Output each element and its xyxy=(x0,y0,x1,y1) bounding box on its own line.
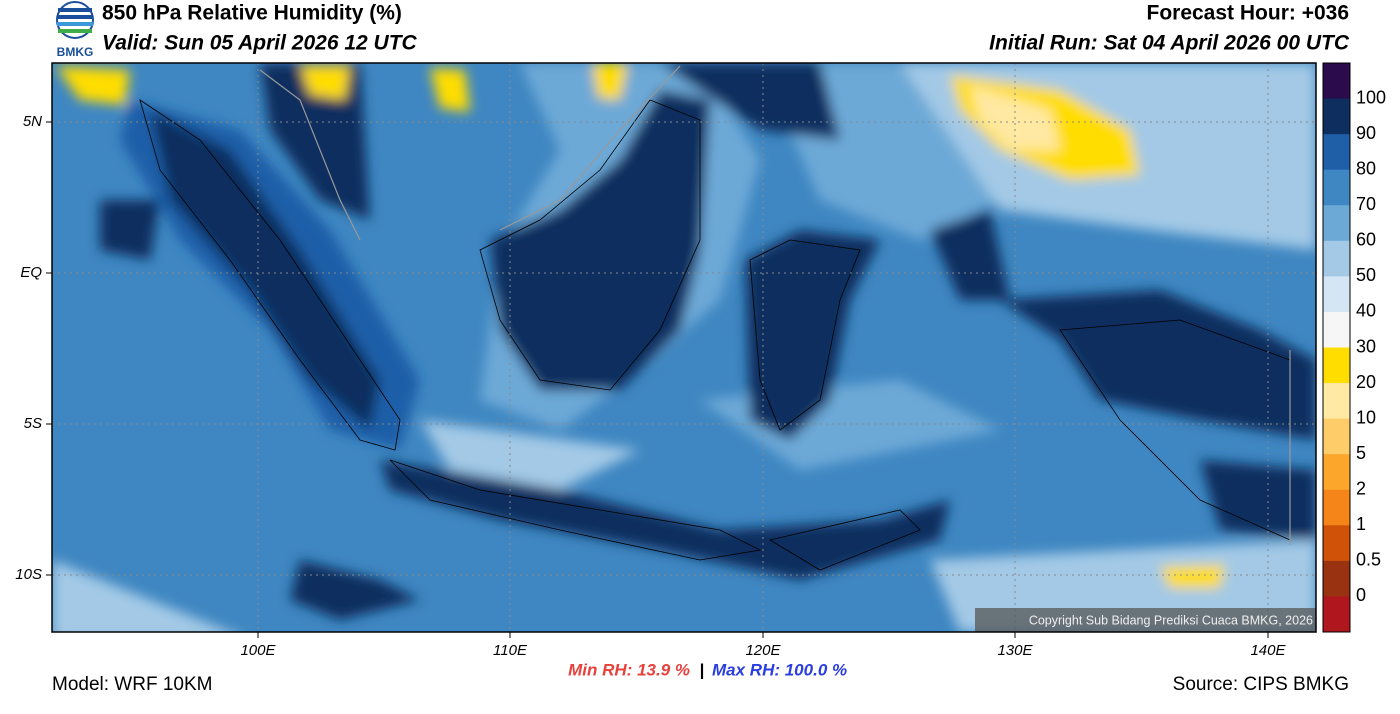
colorbar-label: 10 xyxy=(1356,407,1376,427)
colorbar-label: 1 xyxy=(1356,514,1366,534)
source: Source: CIPS BMKG xyxy=(1173,674,1349,695)
lat-label: 5N xyxy=(23,113,42,130)
colorbar-label: 50 xyxy=(1356,265,1376,285)
colorbar-label: 5 xyxy=(1356,443,1366,463)
map-frame xyxy=(51,62,1317,633)
colorbar: 100 90 80 70 60 50 40 30 20 10 5 2 1 0.5 0 xyxy=(1323,63,1386,633)
colorbar-swatch xyxy=(1323,454,1350,491)
colorbar-swatch xyxy=(1323,169,1350,206)
colorbar-swatch xyxy=(1323,418,1350,455)
colorbar-swatch xyxy=(1323,596,1350,633)
colorbar-frame xyxy=(1322,62,1351,633)
colorbar-label: 80 xyxy=(1356,158,1376,178)
colorbar-swatch xyxy=(1323,489,1350,526)
colorbar-swatch xyxy=(1323,63,1350,100)
lon-label: 130E xyxy=(997,642,1033,659)
lat-label: EQ xyxy=(20,264,42,281)
colorbar-label: 70 xyxy=(1356,194,1376,214)
colorbar-swatch xyxy=(1323,311,1350,348)
colorbar-label: 100 xyxy=(1356,87,1386,107)
lon-label: 120E xyxy=(745,642,781,659)
colorbar-label: 2 xyxy=(1356,479,1366,499)
colorbar-label: 0.5 xyxy=(1356,550,1381,570)
colorbar-swatch xyxy=(1323,134,1350,171)
colorbar-swatch xyxy=(1323,383,1350,420)
colorbar-label: 90 xyxy=(1356,123,1376,143)
colorbar-swatch xyxy=(1323,560,1350,597)
separator: | xyxy=(700,660,705,679)
colorbar-label: 0 xyxy=(1356,585,1366,605)
logo: BMKG xyxy=(56,1,94,59)
colorbar-label: 60 xyxy=(1356,230,1376,250)
min-rh: Min RH: 13.9 % xyxy=(568,660,690,679)
colorbar-label: 40 xyxy=(1356,301,1376,321)
copyright: Copyright Sub Bidang Prediksi Cuaca BMKG… xyxy=(1029,613,1313,627)
colorbar-swatch xyxy=(1323,276,1350,313)
model: Model: WRF 10KM xyxy=(52,674,212,695)
title: 850 hPa Relative Humidity (%) xyxy=(102,2,402,25)
colorbar-swatch xyxy=(1323,98,1350,135)
colorbar-label: 30 xyxy=(1356,336,1376,356)
valid-time: Valid: Sun 05 April 2026 12 UTC xyxy=(102,32,418,55)
lat-label: 5S xyxy=(24,415,42,432)
lon-label: 110E xyxy=(493,642,528,659)
colorbar-swatch xyxy=(1323,240,1350,277)
max-rh: Max RH: 100.0 % xyxy=(712,660,847,679)
colorbar-label: 20 xyxy=(1356,372,1376,392)
lon-label: 140E xyxy=(1250,642,1286,659)
lon-label: 100E xyxy=(240,642,276,659)
forecast-hour: Forecast Hour: +036 xyxy=(1147,2,1350,25)
colorbar-swatch xyxy=(1323,205,1350,242)
colorbar-swatch xyxy=(1323,347,1350,384)
lat-label: 10S xyxy=(15,566,42,583)
initial-run: Initial Run: Sat 04 April 2026 00 UTC xyxy=(989,32,1350,55)
colorbar-swatch xyxy=(1323,525,1350,562)
logo-text: BMKG xyxy=(57,45,94,59)
humidity-field xyxy=(52,63,1316,632)
